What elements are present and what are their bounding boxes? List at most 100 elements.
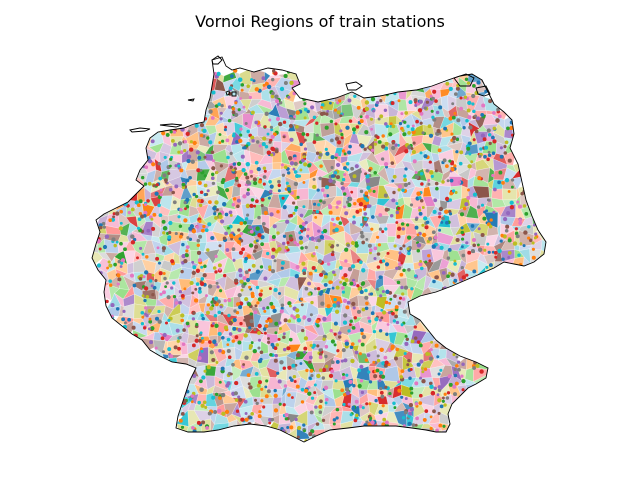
train-station-point xyxy=(361,406,365,410)
train-station-point xyxy=(242,276,247,281)
train-station-point xyxy=(419,199,424,203)
train-station-point xyxy=(289,425,294,430)
train-station-point xyxy=(326,262,331,266)
train-station-point xyxy=(363,147,367,151)
train-station-point xyxy=(119,241,123,246)
train-station-point xyxy=(492,126,497,131)
train-station-point xyxy=(383,193,388,198)
train-station-point xyxy=(350,240,356,246)
train-station-point xyxy=(220,311,224,315)
train-station-point xyxy=(350,358,355,364)
train-station-point xyxy=(322,368,327,372)
train-station-point xyxy=(250,110,255,115)
train-station-point xyxy=(150,284,154,288)
train-station-point xyxy=(379,370,383,375)
train-station-point xyxy=(290,396,294,399)
train-station-point xyxy=(214,270,218,274)
train-station-point xyxy=(211,90,216,95)
train-station-point xyxy=(318,176,323,181)
train-station-point xyxy=(299,213,304,218)
train-station-point xyxy=(253,310,258,315)
train-station-point xyxy=(139,246,143,250)
train-station-point xyxy=(360,390,365,395)
train-station-point xyxy=(232,258,236,262)
train-station-point xyxy=(119,265,123,268)
train-station-point xyxy=(483,248,487,252)
train-station-point xyxy=(244,256,248,261)
train-station-point xyxy=(185,321,190,326)
train-station-point xyxy=(257,346,261,350)
train-station-point xyxy=(334,122,338,126)
train-station-point xyxy=(242,146,245,150)
train-station-point xyxy=(191,260,195,264)
train-station-point xyxy=(533,236,537,240)
train-station-point xyxy=(413,325,417,329)
train-station-point xyxy=(370,148,375,153)
train-station-point xyxy=(336,101,340,105)
train-station-point xyxy=(418,393,423,398)
train-station-point xyxy=(272,308,277,313)
train-station-point xyxy=(301,328,305,333)
train-station-point xyxy=(213,212,217,216)
train-station-point xyxy=(229,165,233,170)
train-station-point xyxy=(189,224,195,229)
train-station-point xyxy=(260,197,265,202)
train-station-point xyxy=(299,142,303,147)
train-station-point xyxy=(504,140,509,145)
train-station-point xyxy=(453,111,457,115)
train-station-point xyxy=(218,244,222,248)
train-station-point xyxy=(244,412,248,415)
train-station-point xyxy=(356,309,362,314)
train-station-point xyxy=(131,325,136,330)
train-station-point xyxy=(512,241,518,246)
train-station-point xyxy=(234,278,239,283)
train-station-point xyxy=(438,423,443,428)
train-station-point xyxy=(291,363,296,368)
train-station-point xyxy=(225,383,230,388)
train-station-point xyxy=(455,364,459,368)
train-station-point xyxy=(467,164,472,169)
train-station-point xyxy=(227,226,230,230)
train-station-point xyxy=(258,292,263,297)
train-station-point xyxy=(177,150,181,154)
train-station-point xyxy=(431,230,436,235)
train-station-point xyxy=(104,234,110,239)
train-station-point xyxy=(179,168,184,173)
train-station-point xyxy=(364,295,369,300)
train-station-point xyxy=(299,168,303,172)
train-station-point xyxy=(485,265,489,269)
train-station-point xyxy=(368,168,372,172)
train-station-point xyxy=(414,225,419,230)
train-station-point xyxy=(472,192,478,197)
train-station-point xyxy=(319,164,323,168)
train-station-point xyxy=(421,206,425,209)
train-station-point xyxy=(455,150,459,154)
train-station-point xyxy=(438,105,443,110)
train-station-point xyxy=(441,270,446,275)
train-station-point xyxy=(456,118,461,123)
train-station-point xyxy=(275,99,280,104)
train-station-point xyxy=(466,146,471,151)
train-station-point xyxy=(416,191,421,196)
train-station-point xyxy=(375,368,380,373)
train-station-point xyxy=(265,379,269,383)
train-station-point xyxy=(397,388,402,393)
train-station-point xyxy=(476,80,481,85)
train-station-point xyxy=(168,187,173,192)
train-station-point xyxy=(266,306,270,310)
train-station-point xyxy=(373,171,377,175)
train-station-point xyxy=(210,176,215,181)
train-station-point xyxy=(234,335,239,340)
train-station-point xyxy=(289,80,294,85)
train-station-point xyxy=(438,211,442,216)
train-station-point xyxy=(199,190,204,194)
train-station-point xyxy=(303,429,306,433)
train-station-point xyxy=(498,170,503,175)
train-station-point xyxy=(197,400,201,405)
train-station-point xyxy=(491,151,496,155)
train-station-point xyxy=(316,373,321,379)
train-station-point xyxy=(381,289,385,294)
train-station-point xyxy=(452,392,458,397)
train-station-point xyxy=(318,355,323,360)
